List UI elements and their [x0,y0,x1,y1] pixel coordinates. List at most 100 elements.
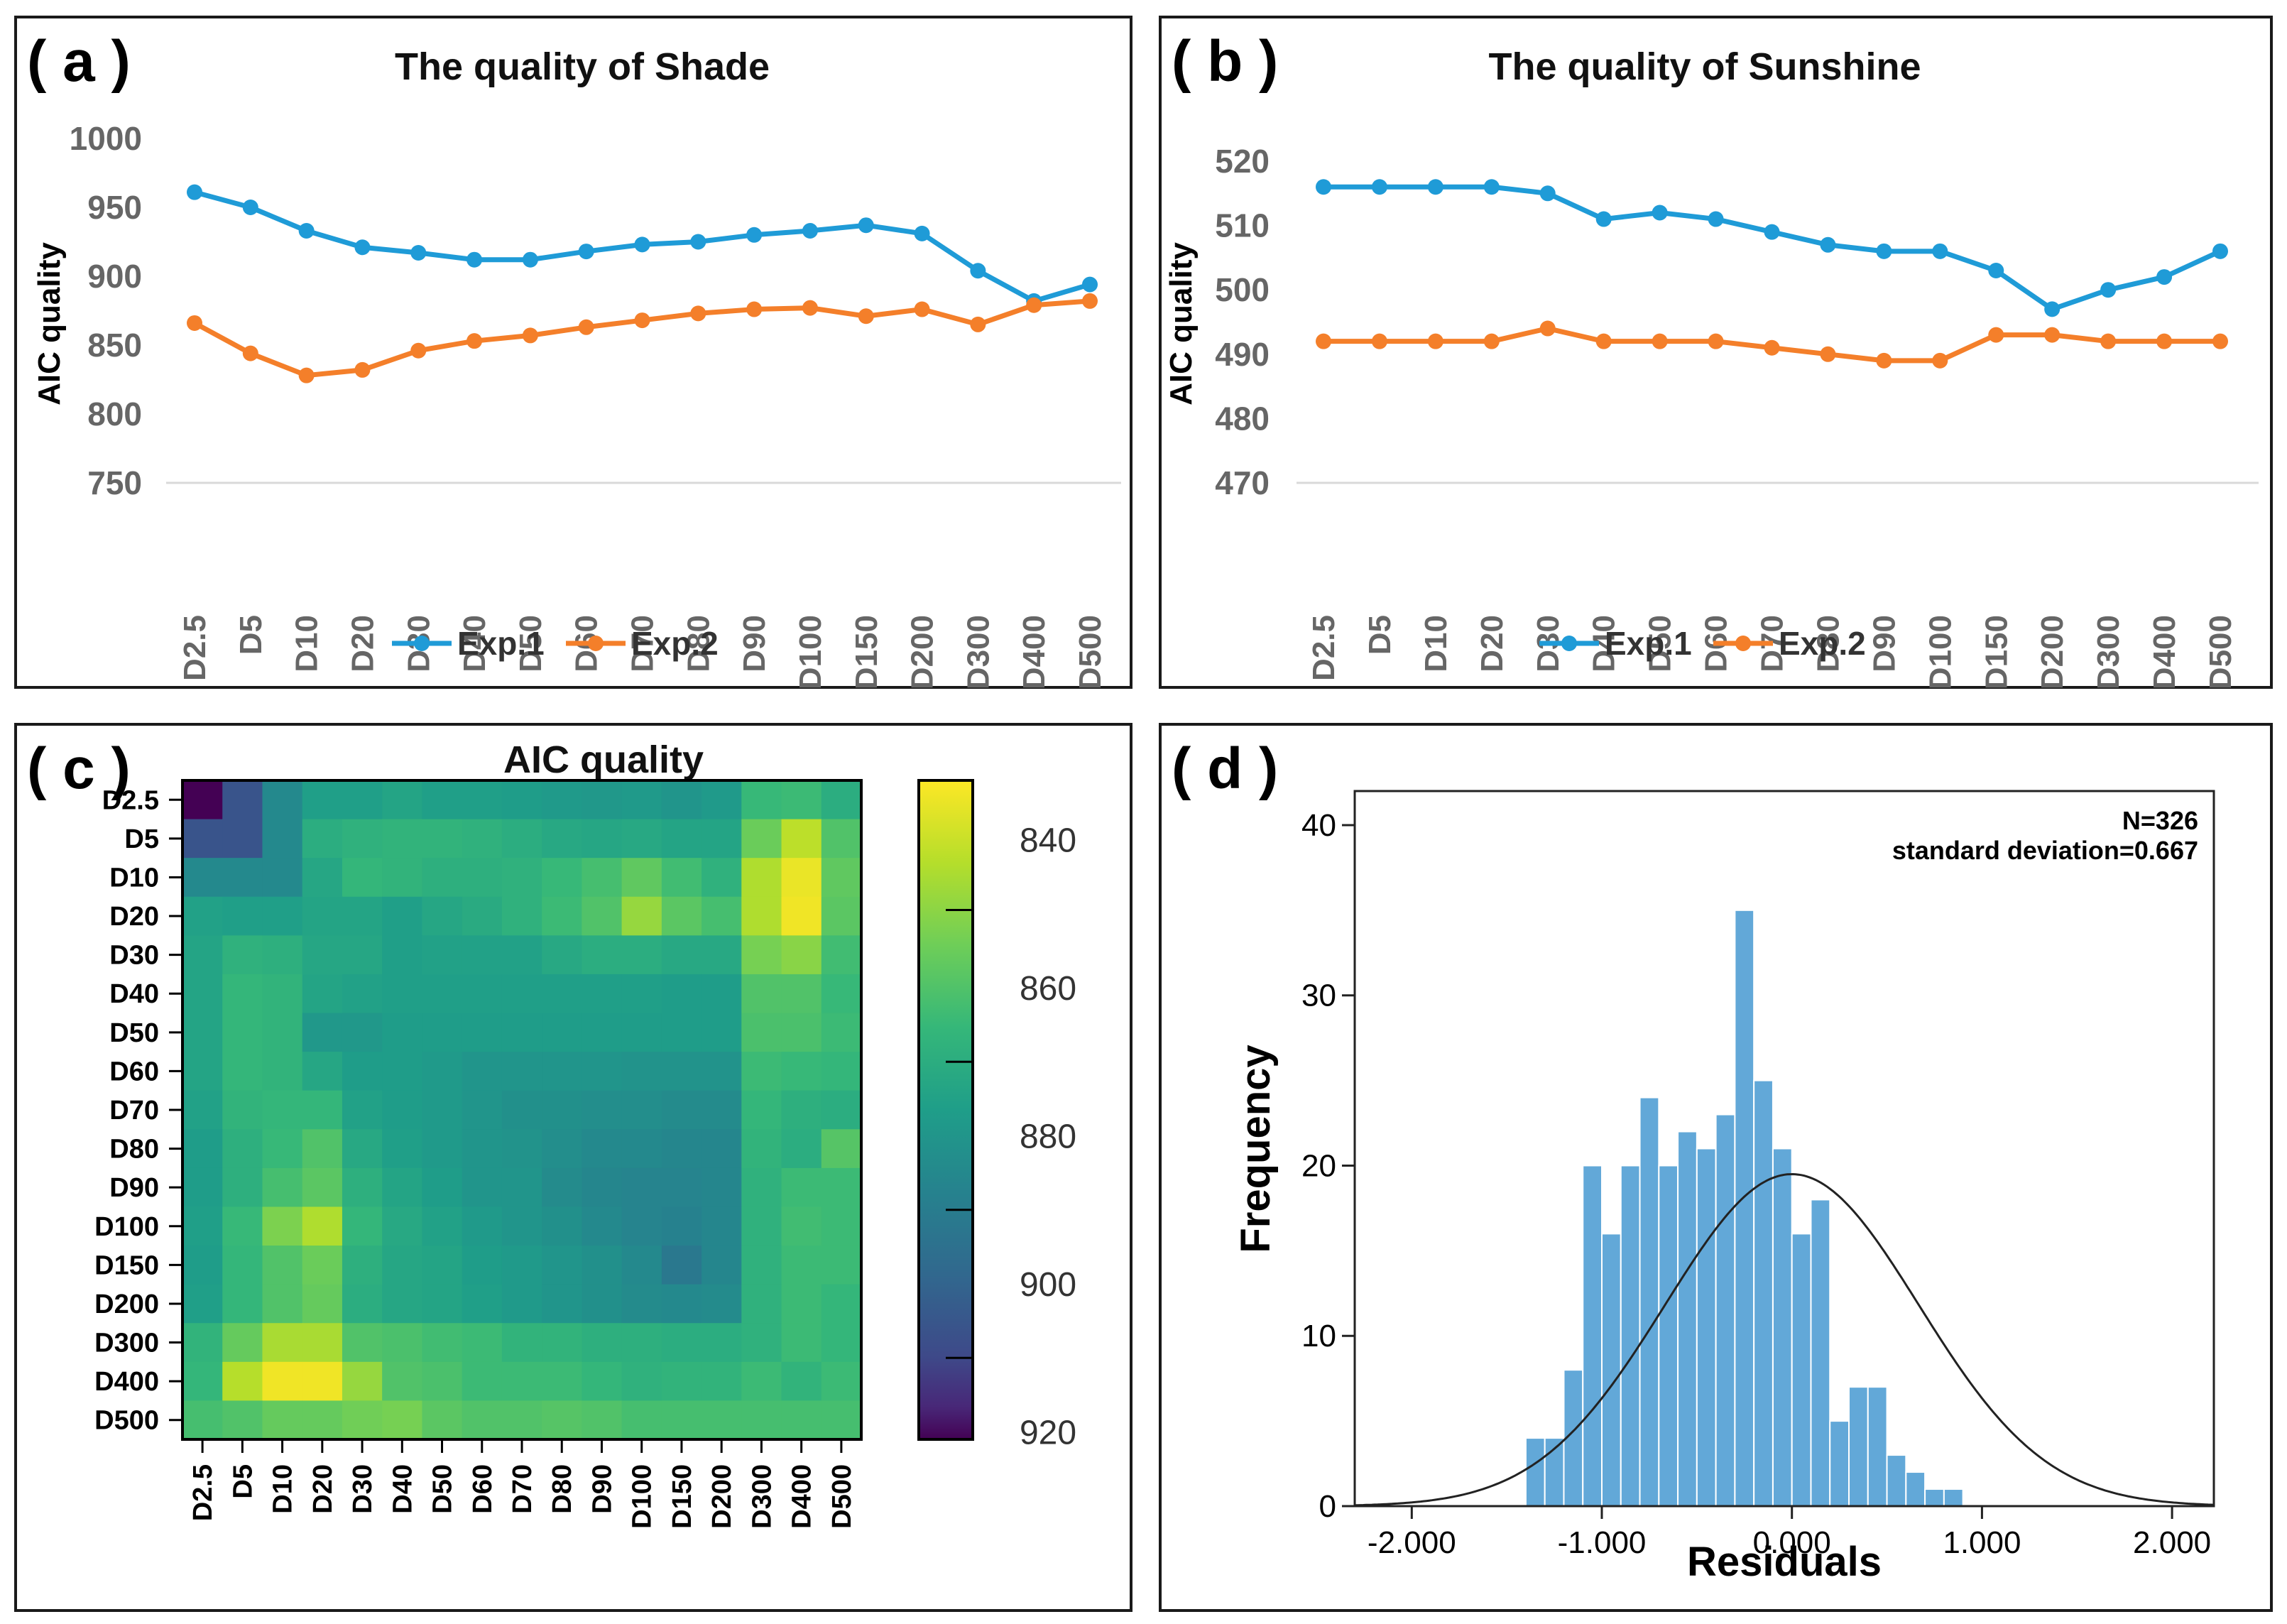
heatmap-row-label: D150 [94,1250,159,1280]
legend-swatch-dot [1561,636,1577,651]
heatmap-cell [661,1206,702,1246]
y-axis-label-sunshine: AIC quality [1164,242,1199,405]
histogram-bar [1734,909,1755,1508]
heatmap-cell [262,1167,303,1208]
heatmap-cell [302,1129,343,1169]
heatmap-cell [741,858,782,898]
x-tick-label: D20 [1475,615,1510,672]
y-tick-label: 470 [1215,464,1270,501]
x-tick-label: D300 [2091,615,2126,690]
heatmap-cell [741,896,782,936]
x-tick-label: D5 [234,615,268,655]
heatmap-cell [661,935,702,975]
heatmap-cell [661,1013,702,1052]
heatmap-col-label: D10 [268,1464,298,1514]
histogram-bar [1772,1148,1793,1507]
y-tick-label: 20 [1301,1148,1336,1183]
heatmap-cell [501,1206,542,1246]
data-point-exp2 [858,308,874,325]
panel-label-c: ( c ) [27,736,131,801]
heatmap-cell [182,1206,223,1246]
x-tick-label: D70 [626,615,660,672]
data-point-exp2 [1595,333,1612,349]
x-tick-label: 2.000 [2133,1525,2211,1560]
data-point-exp2 [410,342,427,359]
heatmap-row-label: D50 [109,1018,159,1048]
heatmap-cell [542,858,582,898]
heatmap-cell [501,1013,542,1052]
heatmap-cell [501,1246,542,1285]
heatmap-cell [781,1400,822,1440]
data-point-exp1 [410,245,427,261]
heatmap-cell [462,1400,503,1440]
heatmap-cell [582,1361,623,1402]
data-point-exp2 [2156,333,2173,349]
data-point-exp1 [858,217,874,234]
heatmap-cell [262,858,303,898]
heatmap-cell [781,1090,822,1130]
heatmap-cell [582,1284,623,1324]
data-point-exp2 [187,315,202,331]
heatmap-cell [582,1206,623,1246]
heatmap-cell [781,1246,822,1285]
data-point-exp1 [2100,282,2117,298]
heatmap-cell [821,1361,862,1402]
heatmap-cell [702,780,742,820]
heatmap-cell [702,1013,742,1052]
heatmap-cell [781,1323,822,1363]
data-point-exp1 [802,222,818,239]
heatmap-cell [382,974,423,1014]
heatmap-cell [621,1400,662,1440]
heatmap-cell [702,896,742,936]
legend-swatch-dot [414,636,430,651]
heatmap-cell [462,1323,503,1363]
heatmap-cell [821,974,862,1014]
heatmap-cell [741,819,782,859]
heatmap-cell [542,896,582,936]
heatmap-cell [741,780,782,820]
data-point-exp1 [2212,243,2228,259]
heatmap-cell [382,1013,423,1052]
data-point-exp2 [802,300,818,316]
heatmap-cell [342,935,383,975]
heatmap-col-label: D100 [628,1464,657,1529]
heatmap-cell [542,1246,582,1285]
heatmap-cell [501,858,542,898]
data-point-exp2 [1026,297,1042,313]
heatmap-cell [462,858,503,898]
heatmap-cell [582,1013,623,1052]
heatmap-cell [621,1090,662,1130]
heatmap-cell [382,1129,423,1169]
heatmap-cell [182,1129,223,1169]
heatmap-cell [382,935,423,975]
histogram-bar [1924,1488,1945,1507]
heatmap-cell [302,896,343,936]
histogram-bar [1829,1420,1850,1507]
data-point-exp1 [466,251,483,268]
heatmap-row-label: D30 [109,941,159,971]
heatmap-cell [661,780,702,820]
data-point-exp1 [914,225,930,241]
heatmap-col-label: D500 [827,1464,857,1529]
heatmap-cell [501,1090,542,1130]
heatmap-cell [821,1246,862,1285]
heatmap-cell [741,1206,782,1246]
data-point-exp2 [690,305,706,322]
heatmap-cell [741,1323,782,1363]
heatmap-cell [342,1284,383,1324]
heatmap-cell [501,1400,542,1440]
chart-title-shade: The quality of Shade [395,45,770,88]
heatmap-cell [462,1361,503,1402]
heatmap-cell [222,1400,263,1440]
heatmap-col-label: D20 [308,1464,338,1514]
heatmap-cell [342,1246,383,1285]
panel-aic-heatmap: ( c ) AIC quality D2.5 D5 D10 D20 D30 D40 D50 D… [14,723,1132,1612]
heatmap-cell [342,1361,383,1402]
heatmap-cell [342,1129,383,1169]
chart-title-sunshine: The quality of Sunshine [1488,45,1921,88]
heatmap-cell [501,1361,542,1402]
data-point-exp2 [914,301,930,317]
heatmap-cell [781,935,822,975]
heatmap-cell [262,1013,303,1052]
heatmap-cell [741,1400,782,1440]
